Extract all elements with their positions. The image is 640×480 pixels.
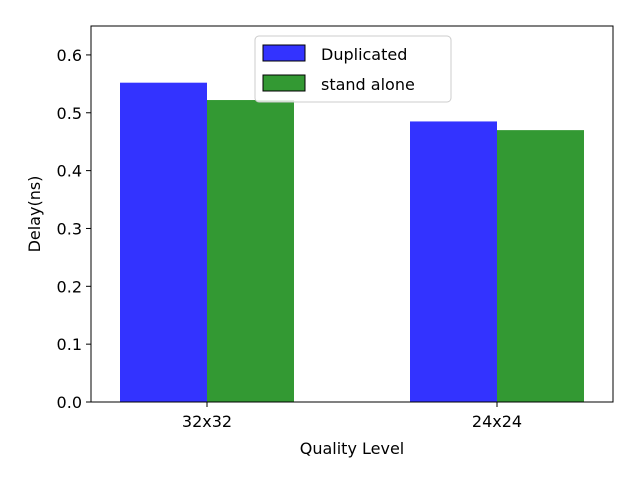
x-tick-label: 24x24	[472, 412, 522, 431]
bar-stand-alone-32x32	[207, 100, 294, 402]
x-axis-label: Quality Level	[300, 439, 405, 458]
legend-label: Duplicated	[321, 45, 407, 64]
bar-stand-alone-24x24	[497, 130, 584, 402]
y-tick-label: 0.4	[57, 162, 82, 181]
y-axis: 0.0 0.1 0.2 0.3 0.4 0.5 0.6	[57, 46, 91, 412]
y-tick-label: 0.1	[57, 335, 82, 354]
y-tick-label: 0.2	[57, 277, 82, 296]
y-tick-label: 0.0	[57, 393, 82, 412]
legend-swatch-duplicated	[262, 44, 306, 62]
bar-duplicated-24x24	[410, 121, 497, 402]
x-tick-label: 32x32	[182, 412, 232, 431]
y-tick-label: 0.5	[57, 104, 82, 123]
y-tick-label: 0.6	[57, 46, 82, 65]
plot-frame	[90, 25, 614, 403]
y-tick-label: 0.3	[57, 219, 82, 238]
legend-label: stand alone	[321, 75, 415, 94]
bar-duplicated-32x32	[120, 82, 207, 402]
y-axis-label: Delay(ns)	[25, 176, 44, 253]
legend: Duplicated stand alone	[254, 35, 452, 103]
legend-swatch-stand-alone	[262, 74, 306, 92]
bars-group	[120, 82, 584, 402]
x-axis: 32x32 24x24	[182, 402, 522, 431]
